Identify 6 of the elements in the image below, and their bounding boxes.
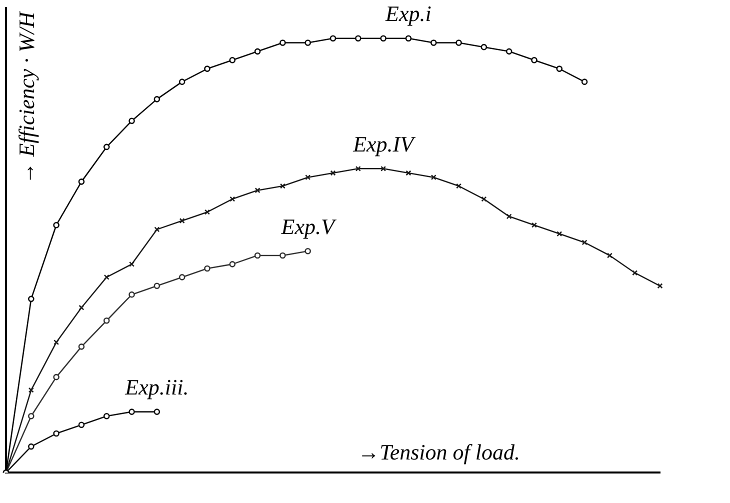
series-label: Exp.i [384, 1, 432, 26]
series-label: Exp.IV [352, 131, 416, 156]
series-label: Exp.iii. [124, 374, 189, 400]
x-axis-title: →Tension of load. [358, 439, 520, 464]
y-axis-title: → Efficiency · W/H [14, 10, 39, 184]
series-label: Exp.V [280, 214, 337, 239]
